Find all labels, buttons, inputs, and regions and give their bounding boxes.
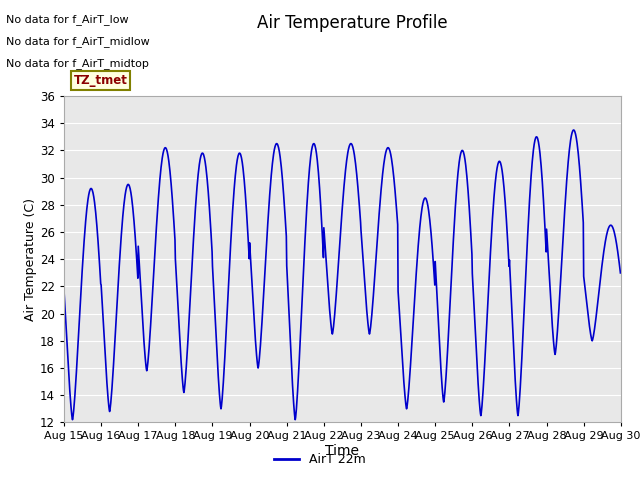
Legend: AirT 22m: AirT 22m: [269, 448, 371, 471]
Text: No data for f_AirT_low: No data for f_AirT_low: [6, 14, 129, 25]
Y-axis label: Air Temperature (C): Air Temperature (C): [24, 198, 37, 321]
Text: No data for f_AirT_midtop: No data for f_AirT_midtop: [6, 58, 149, 69]
Text: No data for f_AirT_midlow: No data for f_AirT_midlow: [6, 36, 150, 47]
Text: Air Temperature Profile: Air Temperature Profile: [257, 14, 447, 33]
Text: TZ_tmet: TZ_tmet: [74, 74, 127, 87]
X-axis label: Time: Time: [325, 444, 360, 458]
